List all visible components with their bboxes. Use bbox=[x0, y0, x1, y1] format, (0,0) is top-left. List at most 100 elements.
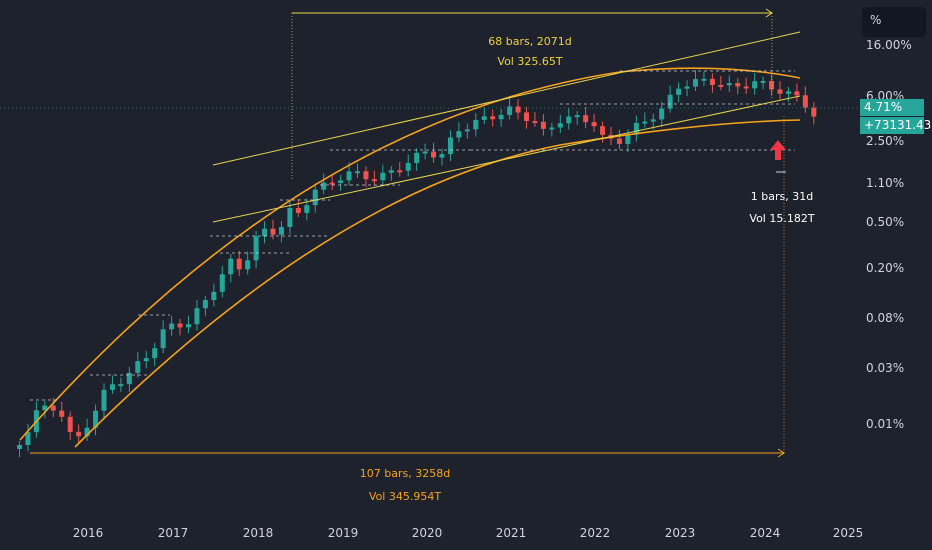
candle-body bbox=[405, 163, 411, 171]
candle-body bbox=[219, 274, 225, 292]
candle-body bbox=[600, 126, 606, 135]
y-tick-label: 16.00% bbox=[866, 38, 912, 52]
candle-body bbox=[659, 108, 665, 120]
small-measure-bars-label: 1 bars, 31d bbox=[751, 190, 813, 203]
candle-body bbox=[591, 122, 597, 127]
scale-unit-box[interactable]: % bbox=[862, 7, 926, 37]
candle-body bbox=[625, 134, 631, 144]
candle-body bbox=[769, 80, 775, 90]
candle-body bbox=[177, 323, 183, 328]
candle-body bbox=[245, 260, 251, 270]
current-value-badge: 4.71% bbox=[860, 99, 924, 116]
candle-body bbox=[236, 258, 242, 270]
small-measure-vol-label: Vol 15.182T bbox=[749, 212, 814, 225]
candle-body bbox=[152, 348, 158, 359]
x-tick-label: 2018 bbox=[243, 526, 274, 540]
candle-body bbox=[667, 94, 673, 109]
candle-body bbox=[701, 78, 707, 81]
candle-body bbox=[532, 121, 538, 124]
candle-body bbox=[498, 114, 504, 120]
candle-body bbox=[202, 300, 208, 309]
candle-body bbox=[735, 83, 741, 87]
candle-body bbox=[101, 389, 107, 411]
candle-body bbox=[549, 127, 555, 130]
bottom-measure-vol-label: Vol 345.954T bbox=[369, 490, 441, 503]
candle-body bbox=[262, 228, 268, 237]
x-tick-label: 2021 bbox=[496, 526, 527, 540]
candle-body bbox=[371, 179, 377, 182]
x-tick-label: 2025 bbox=[833, 526, 864, 540]
candle-body bbox=[473, 119, 479, 130]
candle-body bbox=[557, 123, 563, 128]
candle-body bbox=[253, 236, 259, 261]
candle-body bbox=[321, 182, 327, 190]
candle-body bbox=[228, 258, 234, 275]
candle-body bbox=[760, 80, 766, 83]
candle-body bbox=[566, 116, 572, 124]
y-tick-label: 0.20% bbox=[866, 261, 904, 275]
candle-body bbox=[397, 170, 403, 173]
x-tick-label: 2017 bbox=[158, 526, 189, 540]
upper-parabolic-arc bbox=[19, 67, 801, 441]
candle-body bbox=[346, 171, 352, 181]
candle-body bbox=[93, 410, 99, 428]
candle-body bbox=[490, 116, 496, 120]
candle-body bbox=[574, 115, 580, 118]
candle-body bbox=[414, 152, 420, 164]
candle-body bbox=[84, 427, 90, 437]
candle-body bbox=[726, 83, 732, 86]
candle-body bbox=[59, 410, 65, 417]
candle-body bbox=[295, 207, 301, 213]
candle-body bbox=[17, 445, 22, 449]
x-tick-label: 2020 bbox=[412, 526, 443, 540]
candle-body bbox=[811, 107, 817, 117]
candle-body bbox=[143, 358, 149, 362]
candle-body bbox=[42, 405, 48, 411]
x-tick-label: 2016 bbox=[73, 526, 104, 540]
candle-body bbox=[439, 154, 445, 158]
candle-body bbox=[802, 95, 808, 108]
x-tick-label: 2022 bbox=[580, 526, 611, 540]
candle-body bbox=[583, 115, 589, 123]
candle-body bbox=[684, 86, 690, 89]
candle-body bbox=[693, 79, 698, 87]
y-tick-label: 0.50% bbox=[866, 215, 904, 229]
candle-body bbox=[329, 182, 335, 185]
candle-body bbox=[785, 91, 791, 94]
candle-body bbox=[709, 78, 715, 85]
bottom-measure-bars-label: 107 bars, 3258d bbox=[360, 467, 450, 480]
candle-body bbox=[270, 228, 276, 235]
candle-body bbox=[743, 86, 749, 89]
candle-body bbox=[118, 384, 124, 387]
candle-body bbox=[169, 323, 175, 330]
candle-body bbox=[126, 372, 132, 385]
y-tick-label: 1.10% bbox=[866, 176, 904, 190]
x-tick-label: 2023 bbox=[665, 526, 696, 540]
candle-body bbox=[718, 84, 724, 87]
candle-body bbox=[633, 122, 639, 135]
candle-body bbox=[464, 129, 470, 132]
candles-group bbox=[17, 70, 817, 457]
candle-body bbox=[422, 151, 428, 154]
candle-body bbox=[777, 89, 783, 94]
candle-body bbox=[650, 119, 656, 122]
candle-body bbox=[135, 361, 141, 373]
candle-body bbox=[794, 91, 800, 96]
top-measure-vol-label: Vol 325.65T bbox=[497, 55, 562, 68]
candle-body bbox=[752, 81, 758, 89]
candle-body bbox=[25, 432, 31, 445]
candle-body bbox=[507, 106, 513, 115]
top-measure-bars-label: 68 bars, 2071d bbox=[488, 35, 571, 48]
candle-body bbox=[194, 308, 200, 325]
y-tick-label: 2.50% bbox=[866, 134, 904, 148]
candle-body bbox=[211, 291, 217, 301]
candle-body bbox=[380, 172, 386, 181]
candle-body bbox=[616, 138, 622, 144]
candle-body bbox=[676, 88, 682, 95]
candle-body bbox=[312, 189, 318, 206]
y-tick-label: 0.08% bbox=[866, 311, 904, 325]
red-up-arrow bbox=[770, 140, 786, 160]
candle-body bbox=[287, 207, 293, 227]
candle-body bbox=[50, 405, 56, 411]
candle-body bbox=[515, 106, 521, 113]
